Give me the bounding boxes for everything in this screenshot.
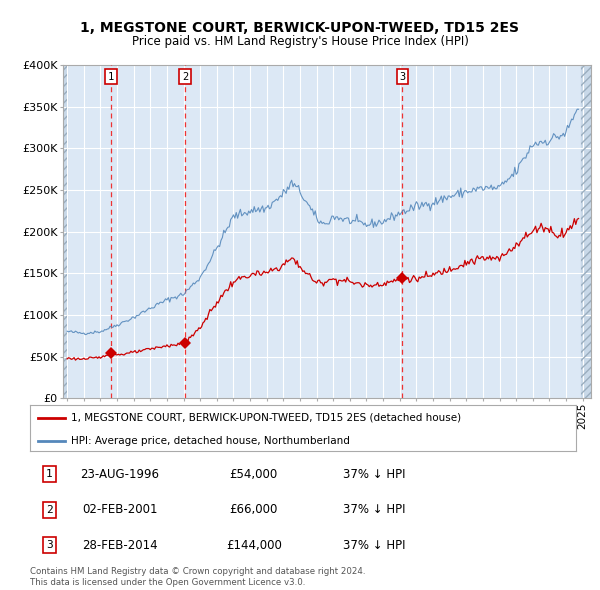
Text: 3: 3 — [399, 71, 406, 81]
Text: 2: 2 — [46, 505, 52, 514]
Text: 1, MEGSTONE COURT, BERWICK-UPON-TWEED, TD15 2ES: 1, MEGSTONE COURT, BERWICK-UPON-TWEED, T… — [80, 21, 520, 35]
Text: 1: 1 — [46, 469, 52, 479]
Bar — [63, 65, 67, 398]
Bar — [63, 65, 67, 398]
Text: 02-FEB-2001: 02-FEB-2001 — [82, 503, 158, 516]
Text: £144,000: £144,000 — [226, 539, 282, 552]
Text: HPI: Average price, detached house, Northumberland: HPI: Average price, detached house, Nort… — [71, 436, 350, 446]
Bar — [581, 65, 591, 398]
Text: 3: 3 — [46, 540, 52, 550]
Text: 1: 1 — [108, 71, 114, 81]
Text: 2: 2 — [182, 71, 188, 81]
Text: 37% ↓ HPI: 37% ↓ HPI — [343, 503, 405, 516]
Text: 37% ↓ HPI: 37% ↓ HPI — [343, 468, 405, 481]
Text: £54,000: £54,000 — [230, 468, 278, 481]
Text: 28-FEB-2014: 28-FEB-2014 — [82, 539, 158, 552]
Text: Contains HM Land Registry data © Crown copyright and database right 2024.
This d: Contains HM Land Registry data © Crown c… — [30, 568, 365, 586]
Text: Price paid vs. HM Land Registry's House Price Index (HPI): Price paid vs. HM Land Registry's House … — [131, 35, 469, 48]
Text: £66,000: £66,000 — [230, 503, 278, 516]
Bar — [581, 65, 591, 398]
Text: 23-AUG-1996: 23-AUG-1996 — [80, 468, 160, 481]
Text: 37% ↓ HPI: 37% ↓ HPI — [343, 539, 405, 552]
Text: 1, MEGSTONE COURT, BERWICK-UPON-TWEED, TD15 2ES (detached house): 1, MEGSTONE COURT, BERWICK-UPON-TWEED, T… — [71, 413, 461, 423]
